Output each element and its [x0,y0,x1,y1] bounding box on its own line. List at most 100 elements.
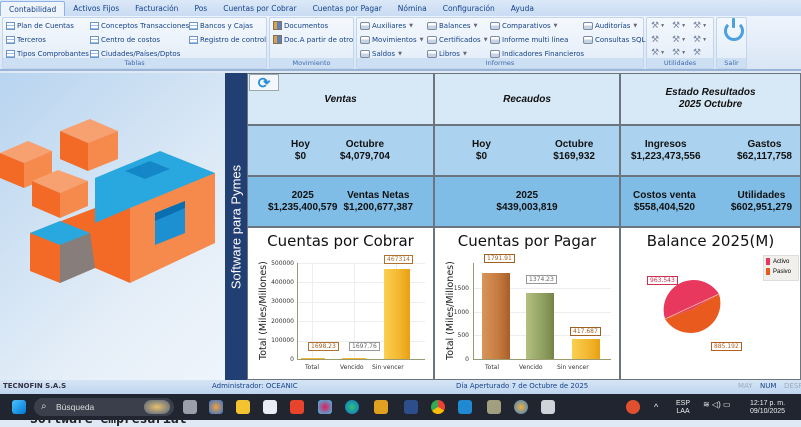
scroll-indicator: DESP [784,382,801,390]
tools-button-5[interactable]: ⚒ ▼ [672,34,687,44]
documentos-button[interactable]: Documentos [273,20,328,31]
registro-de-control-button[interactable]: Registro de control [189,34,266,45]
clock[interactable]: 12:17 p. m. 09/10/2025 [750,400,786,415]
refresh-button[interactable]: ⟳ [249,74,279,92]
tools-icon: ⚒ [693,47,702,57]
anydesk-icon[interactable] [290,400,304,414]
dropdown-arrow-icon: ▼ [462,50,467,57]
tipos-comprobantes-button[interactable]: Tipos Comprobantes [6,48,89,59]
search-highlight-icon [144,400,170,414]
printer-icon [427,35,437,44]
app-icon[interactable] [404,400,418,414]
printer-icon [360,49,370,58]
dropdown-arrow-icon: ▼ [633,22,638,29]
bancos-y-cajas-button[interactable]: Bancos y Cajas [189,20,253,31]
plan-de-cuentas-button[interactable]: Plan de Cuentas [6,20,74,31]
ciudades-button[interactable]: Ciudades/Países/Dptos [90,48,180,59]
tab-facturacion[interactable]: Facturación [135,4,179,13]
search-icon: ⌕ [41,401,47,412]
tab-cuentas-por-pagar[interactable]: Cuentas por Pagar [312,4,382,13]
start-button[interactable] [12,400,26,414]
consultas-sql-button[interactable]: Consultas SQL [583,34,645,45]
tools-button-9[interactable]: ⚒ [693,47,711,58]
resultados-row-2: Ingresos $1,223,473,556 Gastos $62,117,758 [620,125,801,176]
printer-icon [360,21,370,30]
edge-icon[interactable] [345,400,359,414]
language-indicator[interactable]: ESP LAA [676,400,691,415]
chart-cuentas-por-pagar: Cuentas por Pagar Total (Miles/Millones)… [434,227,620,380]
tab-contabilidad[interactable]: Contabilidad [0,1,66,16]
num-indicator: NUM [760,382,777,390]
auxiliares-button[interactable]: Auxiliares ▼ [360,20,413,31]
resultados-row-3: Costos venta $558,404,520 Utilidades $602,… [620,176,801,227]
copilot-icon[interactable] [209,400,223,414]
conceptos-transacciones-button[interactable]: Conceptos Transacciones [90,20,189,31]
dropdown-arrow-icon: ▼ [483,36,488,43]
balances-button[interactable]: Balances ▼ [427,20,477,31]
wifi-volume-battery-icon[interactable]: ≋ ◁) ▭ [703,400,731,409]
paint-icon[interactable] [514,400,528,414]
salir-button[interactable]: Salir [717,58,746,68]
chart-title: Cuentas por Pagar [457,232,597,250]
power-icon[interactable] [724,18,744,41]
table-icon [90,49,99,58]
dashboard: Ventas Recaudos Estado Resultados 2025 Oc… [247,73,801,380]
vscode-icon[interactable] [458,400,472,414]
tools-button-3[interactable]: ⚒ ▼ [693,20,708,30]
printer-icon [427,21,437,30]
dropdown-arrow-icon: ▼ [473,22,478,29]
tab-configuracion[interactable]: Configuración [442,4,495,13]
comparativos-button[interactable]: Comparativos ▼ [490,20,558,31]
slack-icon[interactable] [318,400,332,414]
tray-chevron-icon[interactable]: ^ [654,402,659,412]
bar-total [482,273,510,359]
oceanic-app-icon[interactable] [541,400,555,414]
user-status: Administrador: OCEANIC [212,382,298,390]
search-box[interactable]: ⌕ Búsqueda [34,398,174,416]
certificados-button[interactable]: Certificados ▼ [427,34,488,45]
caps-indicator: MAY [738,382,753,390]
bar-vencido [526,293,554,359]
group-label-utilidades: Utilidades [647,58,713,68]
task-view-icon[interactable] [183,400,197,414]
tools-icon: ⚒ [672,20,681,30]
tools-button-4[interactable]: ⚒ [651,34,669,45]
auditorias-button[interactable]: Auditorías ▼ [583,20,637,31]
notification-app-icon[interactable] [626,400,640,414]
legend-item-activo: Activo [766,258,796,265]
tools-icon: ⚒ [651,47,660,57]
indicadores-financieros-button[interactable]: Indicadores Financieros [490,48,584,59]
file-explorer-icon[interactable] [236,400,250,414]
libros-button[interactable]: Libros ▼ [427,48,467,59]
dropdown-arrow-icon: ▼ [553,22,558,29]
app-icon-2[interactable] [487,400,501,414]
chrome-icon[interactable] [431,400,445,414]
tools-icon: ⚒ [651,20,660,30]
centro-de-costos-button[interactable]: Centro de costos [90,34,160,45]
movimientos-button[interactable]: Movimientos ▼ [360,34,423,45]
table-icon [90,21,99,30]
tools-button-1[interactable]: ⚒ ▼ [651,20,666,30]
informe-multi-linea-button[interactable]: Informe multi línea [490,34,568,45]
store-icon[interactable] [263,400,277,414]
legend-item-pasivo: Pasivo [766,268,796,275]
legend: Activo Pasivo [763,255,799,281]
table-icon [189,35,198,44]
tab-activos-fijos[interactable]: Activos Fijos [73,4,120,13]
doc-a-partir-de-otro-button[interactable]: Doc.A partir de otro [273,34,353,45]
tab-ayuda[interactable]: Ayuda [510,4,534,13]
tab-pos[interactable]: Pos [194,4,208,13]
terceros-button[interactable]: Terceros [6,34,46,45]
printer-icon [583,35,593,44]
ventas-row-2: Hoy $0 Octubre $4,079,704 [247,125,434,176]
chart-balance: Balance 2025(M) 963.543 885.192 Activo P… [620,227,801,380]
tools-button-7[interactable]: ⚒ ▼ [651,47,666,57]
tools-button-8[interactable]: ⚒ ▼ [672,47,687,57]
tools-button-2[interactable]: ⚒ ▼ [672,20,687,30]
saldos-button[interactable]: Saldos ▼ [360,48,402,59]
group-label-tablas: Tablas [3,58,266,68]
tab-nomina[interactable]: Nómina [397,4,427,13]
tab-cuentas-por-cobrar[interactable]: Cuentas por Cobrar [223,4,297,13]
sublime-icon[interactable] [374,400,388,414]
tools-button-6[interactable]: ⚒ ▼ [693,34,708,44]
